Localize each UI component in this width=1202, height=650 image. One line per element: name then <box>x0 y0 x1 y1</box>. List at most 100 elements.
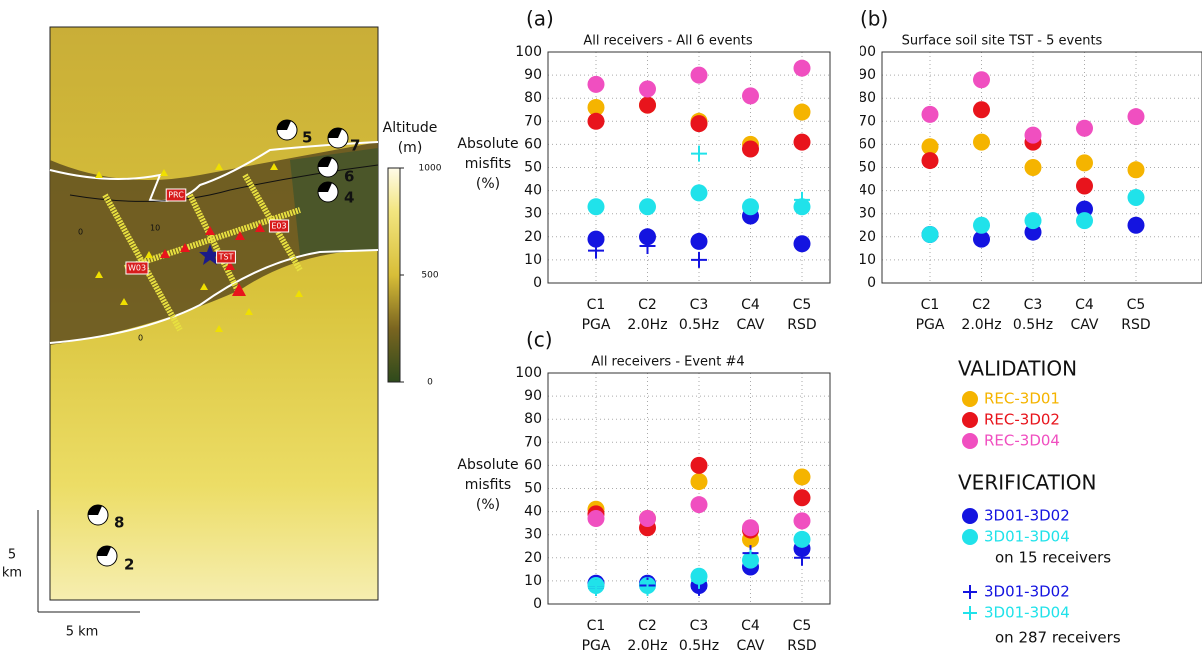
beachball-quadrant <box>328 128 342 138</box>
dot-marker <box>793 103 811 121</box>
dot-marker <box>1127 216 1145 234</box>
y-tick-label: 100 <box>515 365 542 381</box>
chart: 0 10 20 30 40 50 60 70 80 90 100 C1 PGA C2 2.0Hz C3 0.5H… <box>457 328 831 650</box>
dot-marker <box>742 519 759 537</box>
y-tick-label: 60 <box>524 457 542 473</box>
y-tick-label: 10 <box>858 252 876 268</box>
y-tick-label: 0 <box>533 596 542 612</box>
x-tick-sublabel: RSD <box>787 317 816 333</box>
plus-marker <box>794 549 810 566</box>
dot-marker <box>1024 212 1042 230</box>
dot-marker <box>793 133 811 151</box>
dot-marker <box>921 105 939 123</box>
y-tick-label: 100 <box>849 44 876 60</box>
chart: 0 10 20 30 40 50 60 70 80 90 100 C1 PGA C2 2.0Hz C3 0.5H… <box>457 7 831 333</box>
dot-marker <box>973 216 990 234</box>
x-tick-label: C4 <box>741 618 760 634</box>
red-stations <box>160 223 265 296</box>
y-axis-label: (%) <box>476 497 500 513</box>
station-box <box>165 188 187 202</box>
station-box <box>125 261 149 275</box>
x-tick-sublabel: 0.5Hz <box>679 638 719 650</box>
beachball-quadrant <box>277 120 291 130</box>
legend-entry: 3D01-3D02 <box>984 507 1070 525</box>
x-tick-sublabel: CAV <box>1070 317 1098 333</box>
dot-marker <box>973 101 990 119</box>
dot-marker <box>639 510 656 528</box>
dot-marker <box>973 71 990 89</box>
y-axis-label: (%) <box>476 176 500 192</box>
plus-marker <box>588 579 604 596</box>
event-label: 4 <box>344 189 354 207</box>
dot-marker <box>793 59 811 77</box>
dot-marker <box>921 152 939 170</box>
dot-marker <box>793 489 811 507</box>
x-tick-sublabel: 2.0Hz <box>627 638 667 650</box>
y-tick-label: 10 <box>524 573 542 589</box>
dot-marker <box>587 112 605 130</box>
plus-marker <box>639 579 656 596</box>
plot-frame <box>881 51 1202 284</box>
station-label: W03 <box>128 264 146 273</box>
coastline <box>49 141 379 202</box>
colorbar-title: Altitude <box>383 120 438 136</box>
scale-label: km <box>2 566 22 581</box>
dot-marker <box>1024 126 1042 144</box>
x-tick-sublabel: CAV <box>736 638 764 650</box>
colorbar-tick-label: 500 <box>421 271 438 281</box>
legend-marker <box>963 606 977 620</box>
plus-marker <box>691 251 707 268</box>
x-tick-sublabel: CAV <box>736 317 764 333</box>
legend-entry: 3D01-3D04 <box>984 604 1070 622</box>
x-tick-label: C2 <box>638 297 657 313</box>
legend-marker <box>962 391 978 407</box>
panel-label: (c) <box>526 328 553 352</box>
y-tick-label: 100 <box>515 44 542 60</box>
y-axis-label: Absolute <box>457 136 518 152</box>
beachball-quadrant <box>318 157 332 167</box>
y-tick-label: 30 <box>524 527 542 543</box>
x-tick-label: C2 <box>972 297 991 313</box>
y-tick-label: 0 <box>533 275 542 291</box>
dot-marker <box>587 98 605 116</box>
x-tick-sublabel: 2.0Hz <box>627 317 667 333</box>
legend-marker <box>962 529 978 545</box>
dot-marker <box>690 66 708 84</box>
event-label: 8 <box>114 514 124 532</box>
dot-marker <box>793 235 811 253</box>
chart-title: All receivers - Event #4 <box>591 355 744 370</box>
colorbar-tick-label: 1000 <box>419 164 442 174</box>
x-tick-sublabel: PGA <box>916 317 945 333</box>
colorbar <box>387 167 401 383</box>
legend-marker <box>962 508 978 524</box>
charts: 0102030405060708090100C1PGAC22.0HzC30.5H… <box>457 7 1202 650</box>
dot-marker <box>1076 154 1093 172</box>
x-tick-sublabel: PGA <box>582 317 611 333</box>
plot-frame <box>547 51 831 284</box>
x-tick-sublabel: 0.5Hz <box>679 317 719 333</box>
dot-marker <box>921 225 939 243</box>
legend-entry: REC-3D04 <box>984 432 1060 450</box>
x-tick-label: C3 <box>690 297 709 313</box>
x-tick-label: C4 <box>1075 297 1094 313</box>
event-label: 5 <box>302 129 312 147</box>
scale-label: 5 <box>8 548 16 563</box>
dot-marker <box>1024 159 1042 176</box>
y-tick-label: 40 <box>858 183 876 199</box>
scale-label: 5 km <box>66 625 99 640</box>
y-tick-label: 10 <box>524 252 542 268</box>
plus-marker <box>639 238 656 255</box>
dot-marker <box>690 456 708 474</box>
dot-marker <box>639 80 656 98</box>
legend-marker <box>963 585 977 599</box>
event-label: 6 <box>344 168 354 186</box>
legend-heading: VALIDATION <box>958 357 1077 381</box>
dot-marker <box>690 115 708 133</box>
y-tick-label: 60 <box>858 136 876 152</box>
y-tick-label: 70 <box>524 113 542 129</box>
dot-marker <box>742 198 759 216</box>
plus-marker <box>588 242 604 259</box>
station-box <box>268 219 290 233</box>
colorbar-title: (m) <box>398 140 423 156</box>
